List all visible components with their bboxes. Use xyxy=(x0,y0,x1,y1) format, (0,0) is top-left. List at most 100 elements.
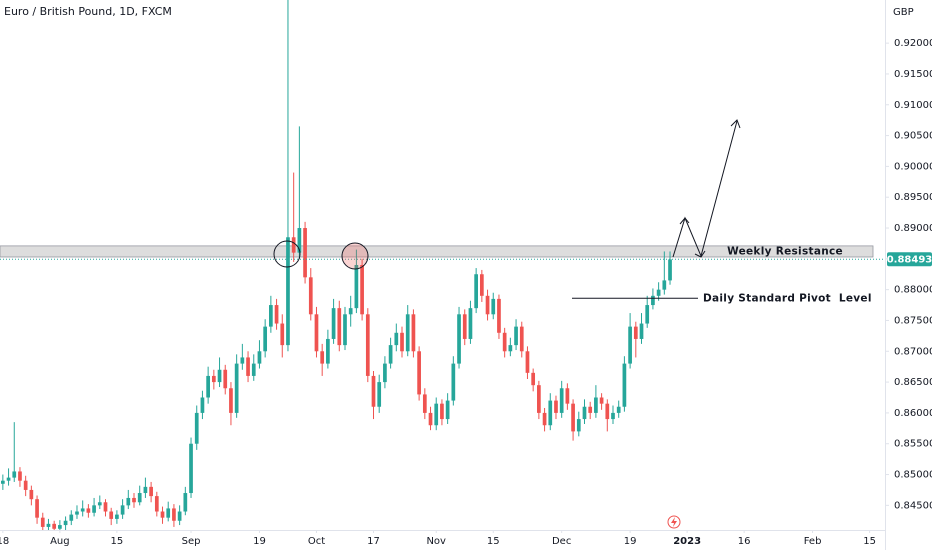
candle-body xyxy=(616,406,621,413)
candle-body xyxy=(417,351,421,395)
pivot-label: Daily Standard Pivot Level xyxy=(703,292,872,304)
candle-body xyxy=(502,332,507,352)
candle-body xyxy=(651,295,655,306)
candle-body xyxy=(320,351,325,364)
candle-body xyxy=(46,523,51,527)
candle-body xyxy=(52,523,57,529)
candle-body xyxy=(605,403,610,420)
candle-body xyxy=(206,375,210,398)
candle-body xyxy=(97,502,102,506)
plot-area xyxy=(0,0,885,530)
candle-body xyxy=(537,385,541,413)
y-tick-label: 0.87500 xyxy=(894,315,932,326)
x-tick-label: Sep xyxy=(182,536,201,547)
resistance-label: Weekly Resistance xyxy=(727,245,843,257)
candle-body xyxy=(137,493,142,503)
candle-body xyxy=(519,326,524,352)
y-tick-label: 0.86000 xyxy=(894,408,932,419)
candle-body xyxy=(211,375,216,383)
candle-body xyxy=(491,298,496,315)
candle-body xyxy=(571,403,575,432)
candle-body xyxy=(80,508,85,512)
y-tick-label: 0.87000 xyxy=(894,346,932,357)
candle-body xyxy=(58,525,62,529)
y-tick-label: 0.90000 xyxy=(894,161,932,172)
x-tick-label: Aug xyxy=(50,536,70,547)
candle-body xyxy=(166,508,171,518)
arrow-head xyxy=(679,217,690,225)
candle-body xyxy=(360,265,364,315)
candle-body xyxy=(405,314,410,352)
x-tick-label: 2023 xyxy=(673,536,701,547)
candle-body xyxy=(468,308,473,339)
candle-body xyxy=(189,443,193,494)
candle-body xyxy=(286,237,290,346)
candle-body xyxy=(582,406,587,420)
last-price-badge xyxy=(887,252,932,267)
candle-body xyxy=(422,394,427,413)
candle-body xyxy=(35,499,39,518)
candle-body xyxy=(280,323,285,346)
candle-body xyxy=(308,277,313,315)
candle-body xyxy=(183,493,188,512)
candle-body xyxy=(474,274,478,309)
candle-body xyxy=(6,477,11,481)
candle-body xyxy=(63,520,68,526)
candle-body xyxy=(668,259,672,281)
candle-body xyxy=(109,511,114,519)
candle-body xyxy=(508,345,513,352)
candle-body xyxy=(29,489,34,500)
candle-body xyxy=(548,400,553,426)
candle-body xyxy=(394,332,399,346)
candle-body xyxy=(628,326,632,364)
candle-body xyxy=(160,511,165,518)
candle-body xyxy=(337,308,342,346)
candle-body xyxy=(251,363,256,376)
x-tick-label: Dec xyxy=(552,536,571,547)
candle-body xyxy=(0,480,5,484)
y-tick-label: 0.86500 xyxy=(894,377,932,388)
candle-body xyxy=(434,403,439,426)
candle-body xyxy=(75,511,79,515)
candle-body xyxy=(656,289,661,296)
candle-body xyxy=(639,323,644,339)
candle-body xyxy=(303,228,307,278)
y-tick-label: 0.91000 xyxy=(894,100,932,111)
candle-body xyxy=(234,363,239,413)
candle-body xyxy=(154,496,159,512)
drawings xyxy=(273,119,741,529)
x-tick-label: Feb xyxy=(804,536,822,547)
chart-title: Euro / British Pound, 1D, FXCM xyxy=(4,5,172,18)
candle-body xyxy=(457,314,461,364)
candle-body xyxy=(611,412,615,420)
y-tick-label: 0.84500 xyxy=(894,500,932,511)
candle-body xyxy=(588,406,593,413)
candle-body xyxy=(445,400,450,420)
candle-body xyxy=(246,357,250,376)
candle-body xyxy=(497,298,501,333)
currency-label: GBP xyxy=(893,7,914,18)
candle-body xyxy=(12,471,17,478)
candle-body xyxy=(291,237,296,253)
candle-body xyxy=(554,400,558,413)
y-tick-label: 0.85500 xyxy=(894,439,932,450)
y-tick-label: 0.88000 xyxy=(894,285,932,296)
candle-body xyxy=(576,419,581,432)
candle-body xyxy=(86,508,91,513)
candle-body xyxy=(479,274,484,296)
candle-body xyxy=(18,471,22,481)
candle-body xyxy=(274,305,279,324)
x-tick-label: 15 xyxy=(487,536,500,547)
candle-body xyxy=(645,305,650,324)
candle-body xyxy=(240,357,245,364)
event-icon-bolt xyxy=(671,517,677,527)
candle-body xyxy=(23,480,28,490)
candle-body xyxy=(343,314,347,346)
candle-body xyxy=(217,369,222,383)
event-icon[interactable] xyxy=(667,515,681,529)
candle-body xyxy=(143,486,148,494)
candle-body xyxy=(365,314,370,376)
x-tick-label: 16 xyxy=(738,536,751,547)
x-tick-label: Oct xyxy=(308,536,325,547)
